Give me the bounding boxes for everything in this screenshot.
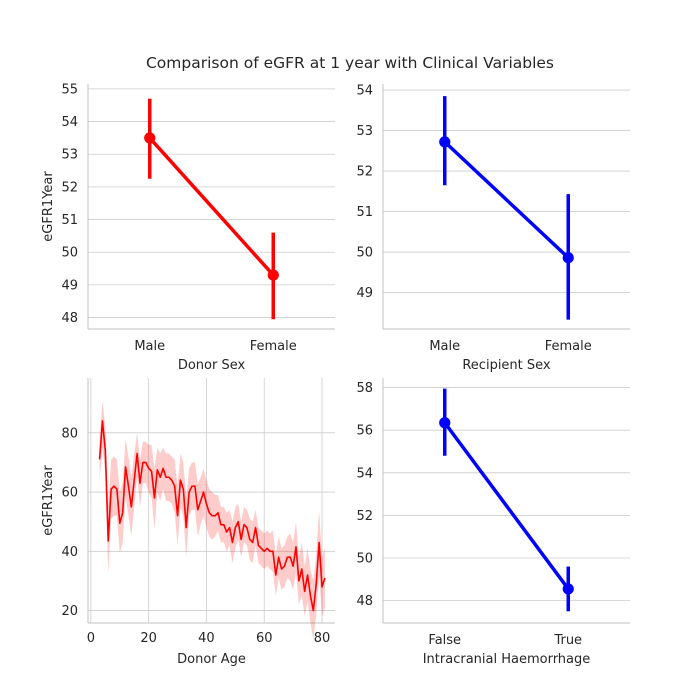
y-tick-label: 52 bbox=[61, 180, 78, 195]
x-tick-label: Female bbox=[545, 339, 592, 354]
y-tick-label: 51 bbox=[356, 205, 373, 220]
x-tick-label: Male bbox=[134, 339, 165, 354]
y-tick-label: 60 bbox=[61, 486, 78, 501]
x-axis-label: Donor Sex bbox=[178, 358, 246, 373]
y-tick-label: 54 bbox=[61, 115, 78, 130]
subplot-recipient-sex: 49 50 51 52 53 54 Male Female Recipient Sex bbox=[356, 84, 630, 373]
y-tick-label: 58 bbox=[356, 381, 373, 396]
y-tick-label: 51 bbox=[61, 213, 78, 228]
x-tick-label: 40 bbox=[198, 631, 215, 646]
y-tick-label: 50 bbox=[61, 246, 78, 261]
y-tick-label: 40 bbox=[61, 545, 78, 560]
y-tick-label: 48 bbox=[61, 311, 78, 326]
series-line bbox=[443, 140, 570, 260]
point-male bbox=[144, 132, 156, 144]
subplots: 48 49 50 51 52 53 54 55 Male Female Donor Sex eGFR1… bbox=[41, 82, 630, 667]
subplot-donor-age: 20 40 60 80 0 20 40 60 80 Donor Age eGFR1Year bbox=[41, 378, 335, 667]
x-tick-label: Female bbox=[250, 339, 297, 354]
x-axis-label: Intracranial Haemorrhage bbox=[423, 652, 591, 667]
y-tick-label: 52 bbox=[356, 165, 373, 180]
mean-line bbox=[98, 420, 326, 612]
y-tick-label: 52 bbox=[356, 509, 373, 524]
y-tick-label: 53 bbox=[356, 124, 373, 139]
series-line bbox=[443, 421, 570, 590]
y-tick-label: 53 bbox=[61, 148, 78, 163]
point-male bbox=[439, 136, 451, 148]
y-tick-label: 50 bbox=[356, 552, 373, 567]
y-tick-label: 20 bbox=[61, 604, 78, 619]
confidence-band bbox=[99, 400, 325, 641]
y-tick-label: 54 bbox=[356, 466, 373, 481]
series-line bbox=[148, 136, 275, 277]
y-tick-label: 80 bbox=[61, 426, 78, 441]
x-axis-label: Recipient Sex bbox=[462, 358, 551, 373]
point-false bbox=[439, 417, 451, 429]
subplot-donor-sex: 48 49 50 51 52 53 54 55 Male Female Donor Sex eGFR1… bbox=[41, 82, 335, 373]
y-tick-label: 48 bbox=[356, 594, 373, 609]
y-tick-label: 55 bbox=[61, 82, 78, 97]
point-true bbox=[562, 583, 574, 595]
subplot-ich: 48 50 52 54 56 58 False True Intracranial Haemor… bbox=[356, 378, 630, 667]
y-axis-label: eGFR1Year bbox=[41, 465, 56, 536]
y-tick-label: 50 bbox=[356, 246, 373, 261]
point-female bbox=[267, 269, 279, 281]
x-tick-label: 60 bbox=[256, 631, 273, 646]
y-tick-label: 54 bbox=[356, 84, 373, 99]
x-tick-label: Male bbox=[429, 339, 460, 354]
x-tick-label: 20 bbox=[140, 631, 157, 646]
y-tick-label: 49 bbox=[61, 278, 78, 293]
x-tick-label: False bbox=[428, 633, 461, 648]
x-tick-label: 0 bbox=[87, 631, 95, 646]
figure-title: Comparison of eGFR at 1 year with Clinic… bbox=[146, 54, 554, 72]
y-tick-label: 56 bbox=[356, 424, 373, 439]
y-tick-label: 49 bbox=[356, 286, 373, 301]
x-tick-label: 80 bbox=[314, 631, 331, 646]
y-axis-label: eGFR1Year bbox=[41, 171, 56, 242]
x-axis-label: Donor Age bbox=[177, 652, 246, 667]
point-female bbox=[562, 252, 574, 264]
x-tick-label: True bbox=[553, 633, 582, 648]
